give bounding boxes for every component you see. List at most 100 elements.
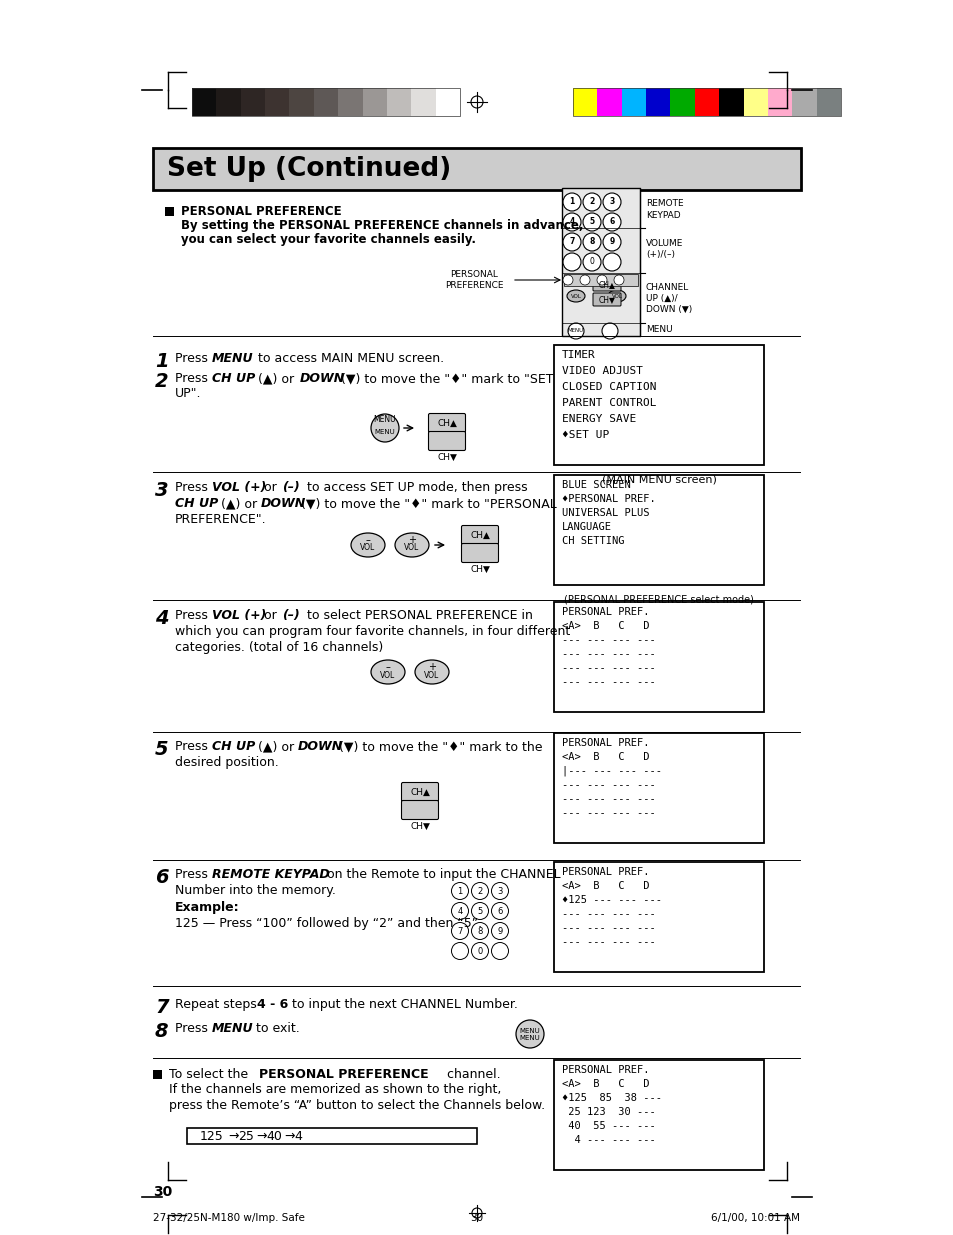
- Text: MENU: MENU: [212, 352, 253, 366]
- Text: --- --- --- ---: --- --- --- ---: [561, 808, 655, 818]
- Ellipse shape: [371, 659, 405, 684]
- Ellipse shape: [351, 534, 385, 557]
- FancyBboxPatch shape: [593, 293, 620, 306]
- Circle shape: [562, 253, 580, 270]
- Circle shape: [601, 324, 618, 338]
- FancyBboxPatch shape: [593, 278, 620, 291]
- Text: REMOTE KEYPAD: REMOTE KEYPAD: [212, 868, 330, 881]
- Text: 1: 1: [154, 352, 169, 370]
- Text: 9: 9: [609, 237, 614, 247]
- Circle shape: [491, 942, 508, 960]
- Text: 0: 0: [476, 946, 482, 956]
- Text: 5: 5: [154, 740, 169, 760]
- Text: 25 123  30 ---: 25 123 30 ---: [561, 1107, 655, 1116]
- Text: 6/1/00, 10:01 AM: 6/1/00, 10:01 AM: [710, 1213, 800, 1223]
- Text: CH SETTING: CH SETTING: [561, 536, 624, 546]
- Bar: [152, 1070, 162, 1079]
- Text: PARENT CONTROL: PARENT CONTROL: [561, 398, 656, 408]
- Text: PERSONAL PREFERENCE: PERSONAL PREFERENCE: [181, 205, 341, 219]
- Text: <A>  B   C   D: <A> B C D: [561, 752, 649, 762]
- Circle shape: [562, 193, 580, 211]
- Text: --- --- --- ---: --- --- --- ---: [561, 937, 655, 947]
- Text: (–): (–): [282, 480, 299, 494]
- Text: PREFERENCE".: PREFERENCE".: [174, 513, 266, 526]
- Text: you can select your favorite channels easily.: you can select your favorite channels ea…: [181, 232, 476, 246]
- Text: or: or: [260, 609, 280, 622]
- Bar: [597, 88, 621, 116]
- Text: desired position.: desired position.: [174, 756, 278, 769]
- Text: CH▲: CH▲: [470, 531, 490, 540]
- Bar: [621, 88, 645, 116]
- Text: VOL: VOL: [424, 671, 439, 679]
- Text: (▼) to move the "♦" mark to "PERSONAL: (▼) to move the "♦" mark to "PERSONAL: [296, 496, 557, 510]
- Circle shape: [451, 883, 468, 899]
- Text: (–): (–): [282, 609, 299, 622]
- Circle shape: [371, 414, 398, 442]
- Text: MENU: MENU: [567, 329, 583, 333]
- Text: LANGUAGE: LANGUAGE: [561, 522, 612, 532]
- Text: →: →: [228, 1130, 238, 1142]
- Text: to input the next CHANNEL Number.: to input the next CHANNEL Number.: [288, 998, 517, 1011]
- Circle shape: [582, 212, 600, 231]
- Bar: [816, 88, 841, 116]
- Text: MENU: MENU: [519, 1035, 539, 1041]
- FancyBboxPatch shape: [461, 526, 498, 545]
- Circle shape: [614, 275, 623, 285]
- Text: VOL (+): VOL (+): [212, 480, 266, 494]
- Circle shape: [451, 942, 468, 960]
- Text: VOL: VOL: [380, 671, 395, 679]
- Text: 7: 7: [456, 926, 462, 935]
- Text: CH▼: CH▼: [470, 564, 490, 573]
- Text: (PERSONAL PREFERENCE select mode): (PERSONAL PREFERENCE select mode): [563, 594, 753, 604]
- Bar: [645, 88, 670, 116]
- Text: →: →: [255, 1130, 266, 1142]
- FancyBboxPatch shape: [428, 414, 465, 432]
- Circle shape: [567, 324, 583, 338]
- Text: VOL: VOL: [360, 543, 375, 552]
- Text: to access SET UP mode, then press: to access SET UP mode, then press: [303, 480, 527, 494]
- Ellipse shape: [395, 534, 429, 557]
- Bar: [387, 88, 411, 116]
- Text: CH UP: CH UP: [212, 740, 255, 753]
- Circle shape: [451, 903, 468, 920]
- Text: ENERGY SAVE: ENERGY SAVE: [561, 414, 636, 424]
- Text: --- --- --- ---: --- --- --- ---: [561, 650, 655, 659]
- Bar: [192, 88, 459, 116]
- Circle shape: [602, 212, 620, 231]
- Text: which you can program four favorite channels, in four different: which you can program four favorite chan…: [174, 625, 570, 638]
- Text: DOWN: DOWN: [299, 372, 345, 385]
- Text: Press: Press: [174, 1023, 212, 1035]
- Bar: [314, 88, 337, 116]
- Text: PERSONAL PREF.: PERSONAL PREF.: [561, 867, 649, 877]
- Bar: [187, 1128, 476, 1144]
- Text: 2: 2: [589, 198, 594, 206]
- Bar: [362, 88, 387, 116]
- Circle shape: [491, 903, 508, 920]
- Text: 8: 8: [476, 926, 482, 935]
- Text: 1: 1: [456, 887, 462, 895]
- Text: <A>  B   C   D: <A> B C D: [561, 621, 649, 631]
- Text: DOWN: DOWN: [261, 496, 306, 510]
- Text: --- --- --- ---: --- --- --- ---: [561, 635, 655, 645]
- Text: PERSONAL PREFERENCE: PERSONAL PREFERENCE: [258, 1068, 428, 1081]
- Circle shape: [491, 883, 508, 899]
- Text: Number into the memory.: Number into the memory.: [174, 884, 335, 897]
- FancyBboxPatch shape: [401, 800, 438, 820]
- Text: CH UP: CH UP: [174, 496, 218, 510]
- Text: (▲) or: (▲) or: [253, 372, 297, 385]
- Text: 3: 3: [497, 887, 502, 895]
- Bar: [670, 88, 694, 116]
- Text: Press: Press: [174, 372, 212, 385]
- Text: (▼) to move the "♦" mark to "SET: (▼) to move the "♦" mark to "SET: [336, 372, 553, 385]
- Text: CH UP: CH UP: [212, 372, 255, 385]
- Text: Example:: Example:: [174, 902, 239, 914]
- Text: ♦125  85  38 ---: ♦125 85 38 ---: [561, 1093, 661, 1103]
- Text: 1: 1: [569, 198, 574, 206]
- Text: on the Remote to input the CHANNEL: on the Remote to input the CHANNEL: [323, 868, 560, 881]
- Text: 40  55 --- ---: 40 55 --- ---: [561, 1121, 655, 1131]
- Text: ♦125 --- --- ---: ♦125 --- --- ---: [561, 895, 661, 905]
- Text: --- --- --- ---: --- --- --- ---: [561, 909, 655, 919]
- Text: PERSONAL
PREFERENCE: PERSONAL PREFERENCE: [444, 270, 503, 290]
- Bar: [554, 1060, 763, 1170]
- Text: 4: 4: [294, 1130, 301, 1142]
